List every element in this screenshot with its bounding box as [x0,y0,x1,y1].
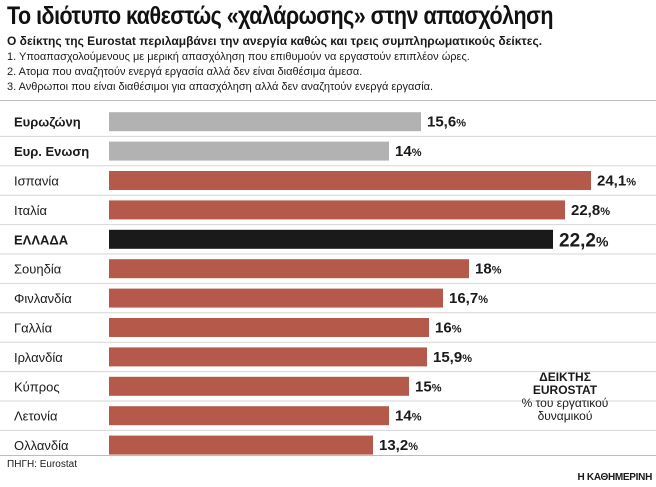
legend-line-4: δυναμικού [537,409,593,423]
note-2: 2. Ατομα που αναζητούν ενεργά εργασία αλ… [7,66,363,78]
note-1: 1. Υποαπασχολούμενους με μερική απασχόλη… [7,51,470,63]
bar-ευρωζώνη [109,112,421,132]
bar-σουηδία [109,259,469,279]
category-label-ολλανδία: Ολλανδία [14,438,69,453]
category-label-λετονία: Λετονία [14,409,58,424]
value-label-ευρ-ενωση: 14% [395,143,422,160]
bar-ελλαδα [109,229,553,249]
chart-subtitle: Ο δείκτης της Eurostat περιλαμβάνει την … [7,34,543,48]
value-label-ελλαδα: 22,2% [559,230,609,251]
source-note: ΠΗΓΗ: Eurostat [7,459,77,470]
legend-line-2: EUROSTAT [532,383,598,397]
category-label-σουηδία: Σουηδία [14,262,62,277]
bar-ισπανία [109,171,591,190]
category-label-ελλαδα: ΕΛΛΑΔΑ [14,232,69,247]
category-label-ιρλανδία: Ιρλανδία [14,350,63,365]
category-label-ευρ-ενωση: Ευρ. Ενωση [14,144,89,159]
top-divider [0,100,656,101]
value-label-λετονία: 14% [395,408,422,425]
legend-line-1: ΔΕΙΚΤΗΣ [539,370,591,384]
category-label-ευρωζώνη: Ευρωζώνη [14,115,81,130]
bar-φινλανδία [109,288,443,308]
chart-notes: 1. Υποαπασχολούμενους με μερική απασχόλη… [7,50,470,95]
bottom-divider [0,455,656,456]
category-label-κύπρος: Κύπρος [14,379,60,394]
category-label-ιταλία: Ιταλία [14,203,47,218]
value-label-ιταλία: 22,8% [571,202,610,219]
value-label-σουηδία: 18% [475,261,502,278]
value-label-ιρλανδία: 15,9% [433,349,472,366]
category-label-γαλλία: Γαλλία [14,321,53,336]
bar-ολλανδία [109,435,373,455]
bar-κύπρος [109,376,409,396]
value-label-γαλλία: 16% [435,320,462,337]
value-label-κύπρος: 15% [415,378,442,395]
category-label-ισπανία: Ισπανία [14,174,59,189]
note-3: 3. Ανθρωποι που είναι διαθέσιμοι για απα… [7,81,434,93]
bar-ιταλία [109,200,565,220]
bar-γαλλία [109,318,429,337]
bar-λετονία [109,406,389,426]
chart-legend: ΔΕΙΚΤΗΣ EUROSTAT % του εργατικού δυναμικ… [505,371,625,423]
value-label-ισπανία: 24,1% [597,173,636,190]
value-label-φινλανδία: 16,7% [449,290,488,307]
bar-ιρλανδία [109,347,427,367]
value-label-ευρωζώνη: 15,6% [427,114,466,131]
bar-ευρ-ενωση [109,141,389,161]
legend-line-3: % του εργατικού [521,396,609,410]
value-label-ολλανδία: 13,2% [379,437,418,454]
category-label-φινλανδία: Φινλανδία [14,291,72,306]
publisher-brand: Η ΚΑΘΗΜΕΡΙΝΗ [577,472,653,483]
chart-title: Το ιδιότυπο καθεστώς «χαλάρωσης» στην απ… [7,2,553,30]
